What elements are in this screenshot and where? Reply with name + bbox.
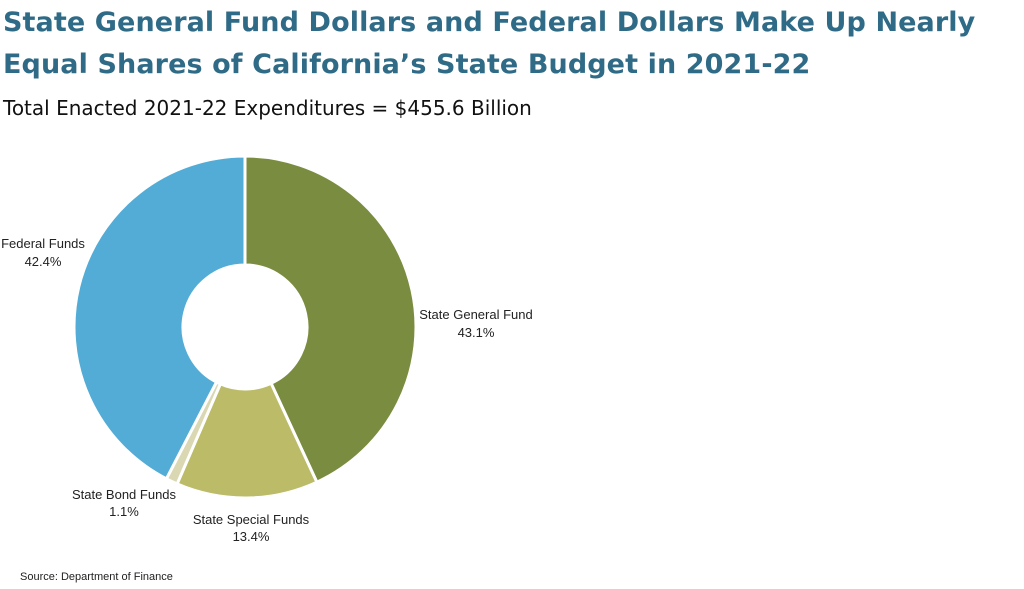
- label-state-special-funds: State Special Funds: [193, 512, 310, 527]
- value-state-bond-funds: 1.1%: [109, 504, 139, 519]
- chart-title: State General Fund Dollars and Federal D…: [3, 7, 976, 80]
- slice-federal-funds: [72, 154, 247, 481]
- value-federal-funds: 42.4%: [25, 254, 62, 269]
- label-state-general-fund: State General Fund: [419, 307, 532, 322]
- label-state-bond-funds: State Bond Funds: [72, 487, 177, 502]
- value-state-special-funds: 13.4%: [233, 529, 270, 544]
- slice-state-special-funds: [175, 381, 319, 500]
- value-state-general-fund: 43.1%: [458, 325, 495, 340]
- chart-subtitle: Total Enacted 2021-22 Expenditures = $45…: [3, 96, 532, 120]
- source-note: Source: Department of Finance: [20, 571, 173, 583]
- label-federal-funds: Federal Funds: [1, 236, 85, 251]
- slice-state-general-fund: [243, 154, 418, 484]
